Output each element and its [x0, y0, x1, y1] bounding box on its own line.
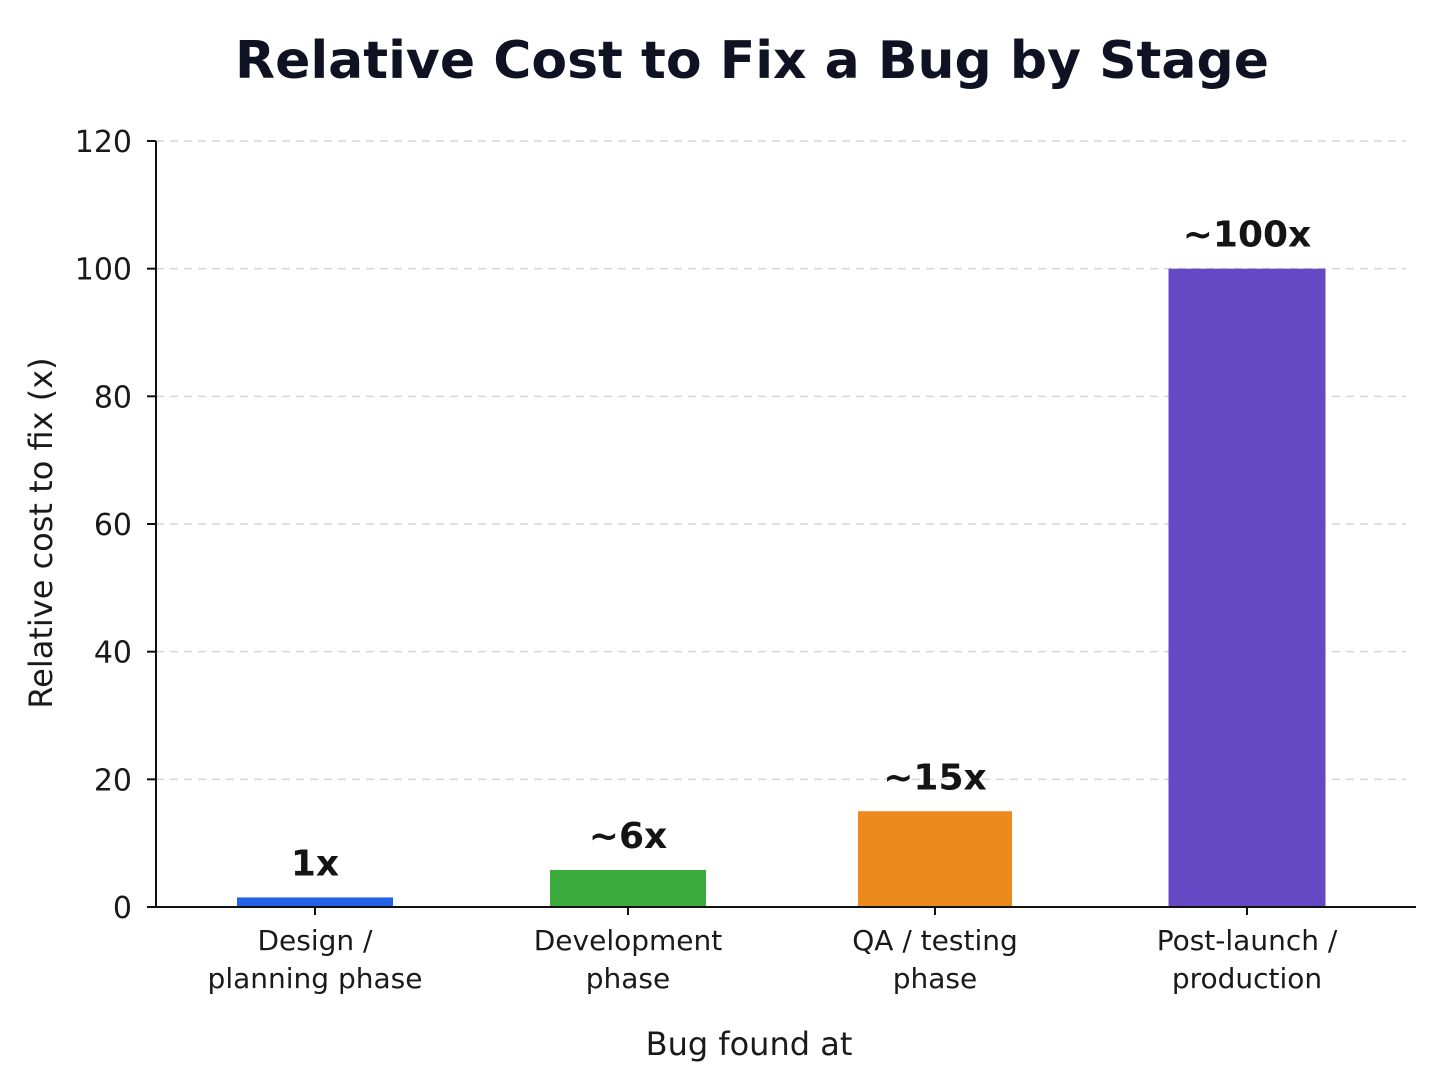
y-tick-label-20: 20 — [94, 763, 132, 798]
category-label-line: QA / testing — [852, 924, 1018, 957]
x-axis-title: Bug found at — [646, 1025, 853, 1063]
category-label-2: QA / testing phase — [852, 924, 1018, 995]
data-label-1: ~6x — [589, 816, 667, 857]
y-ticks: 0 20 40 60 80 100 120 — [75, 125, 156, 926]
y-tick-label-80: 80 — [94, 380, 132, 415]
bars — [237, 268, 1326, 908]
y-tick-label-0: 0 — [113, 891, 132, 926]
category-label-0: Design / planning phase — [208, 924, 423, 995]
y-tick-label-60: 60 — [94, 508, 132, 543]
category-label-line: planning phase — [208, 962, 423, 995]
category-label-line: Development — [534, 924, 723, 957]
category-label-3: Post-launch / production — [1157, 924, 1338, 995]
bar-2 — [858, 811, 1012, 907]
data-label-2: ~15x — [883, 757, 986, 798]
category-label-line: phase — [893, 962, 978, 995]
category-label-line: Post-launch / — [1157, 924, 1338, 957]
y-tick-label-40: 40 — [94, 636, 132, 671]
y-tick-label-120: 120 — [75, 125, 132, 160]
category-label-line: production — [1172, 962, 1322, 995]
chart-title: Relative Cost to Fix a Bug by Stage — [235, 31, 1269, 91]
y-axis-title: Relative cost to fix (x) — [22, 357, 60, 708]
bar-1 — [550, 869, 706, 907]
data-labels: 1x ~6x ~15x ~100x — [291, 215, 1311, 885]
category-label-line: phase — [586, 962, 671, 995]
data-label-0: 1x — [291, 843, 339, 884]
data-label-3: ~100x — [1183, 215, 1312, 256]
category-label-line: Design / — [257, 924, 373, 957]
y-tick-label-100: 100 — [75, 253, 132, 288]
category-label-1: Development phase — [534, 924, 723, 995]
bar-3 — [1168, 268, 1326, 908]
bar-0 — [237, 897, 393, 907]
